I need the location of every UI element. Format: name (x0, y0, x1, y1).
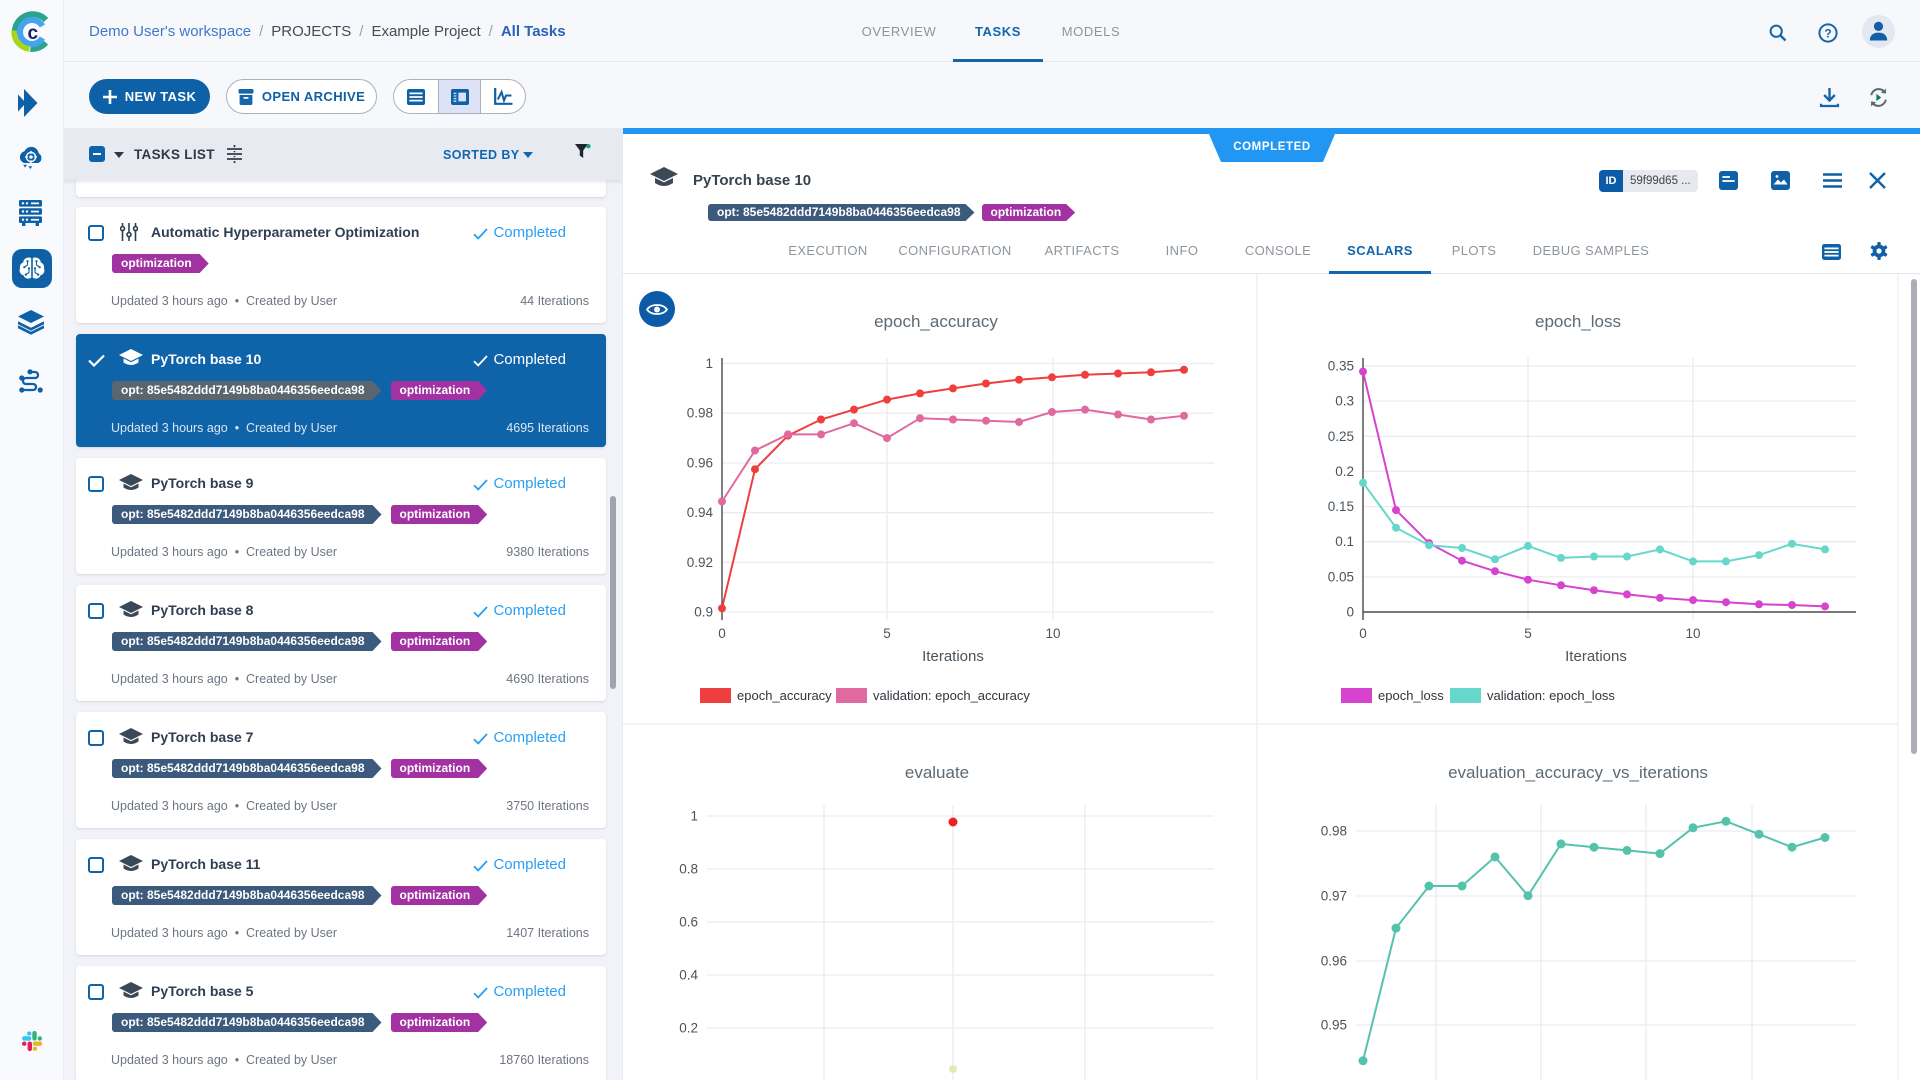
svg-text:0.15: 0.15 (1328, 499, 1354, 514)
svg-text:0.2: 0.2 (679, 1021, 698, 1036)
svg-text:1: 1 (690, 809, 698, 824)
svg-text:0: 0 (1346, 605, 1354, 620)
svg-text:0.35: 0.35 (1328, 359, 1354, 374)
svg-text:0.98: 0.98 (1321, 824, 1347, 839)
svg-text:0.97: 0.97 (1321, 889, 1347, 904)
svg-text:?: ? (1824, 27, 1831, 41)
svg-text:1: 1 (705, 356, 713, 371)
svg-text:evaluate: evaluate (905, 763, 969, 782)
svg-text:0.3: 0.3 (1335, 394, 1354, 409)
svg-text:0.9: 0.9 (694, 605, 713, 620)
svg-text:0.2: 0.2 (1335, 464, 1354, 479)
svg-text:0.8: 0.8 (679, 862, 698, 877)
svg-text:0.25: 0.25 (1328, 429, 1354, 444)
svg-text:epoch_accuracy: epoch_accuracy (874, 312, 998, 331)
svg-text:Iterations: Iterations (922, 648, 984, 665)
svg-text:0.6: 0.6 (679, 915, 698, 930)
svg-text:0.1: 0.1 (1335, 534, 1354, 549)
svg-text:epoch_loss: epoch_loss (1535, 312, 1621, 331)
svg-text:validation: epoch_loss: validation: epoch_loss (1487, 688, 1615, 703)
svg-text:10: 10 (1685, 626, 1700, 641)
svg-text:evaluation_accuracy_vs_iterati: evaluation_accuracy_vs_iterations (1448, 763, 1708, 782)
svg-text:0.4: 0.4 (679, 968, 698, 983)
svg-text:0.98: 0.98 (687, 406, 713, 421)
svg-text:0.05: 0.05 (1328, 569, 1354, 584)
svg-text:c: c (28, 23, 39, 44)
svg-text:10: 10 (1045, 626, 1060, 641)
svg-text:validation: epoch_accuracy: validation: epoch_accuracy (873, 688, 1030, 703)
svg-text:Iterations: Iterations (1565, 648, 1627, 665)
svg-text:epoch_loss: epoch_loss (1378, 688, 1444, 703)
svg-text:0.92: 0.92 (687, 555, 713, 570)
svg-text:0.94: 0.94 (687, 505, 714, 520)
svg-text:0.96: 0.96 (687, 456, 713, 471)
svg-text:0: 0 (718, 626, 726, 641)
svg-text:epoch_accuracy: epoch_accuracy (737, 688, 832, 703)
svg-text:5: 5 (1524, 626, 1532, 641)
svg-text:0: 0 (1359, 626, 1367, 641)
svg-text:0.95: 0.95 (1321, 1018, 1347, 1033)
svg-text:0.96: 0.96 (1321, 954, 1347, 969)
svg-text:5: 5 (883, 626, 891, 641)
